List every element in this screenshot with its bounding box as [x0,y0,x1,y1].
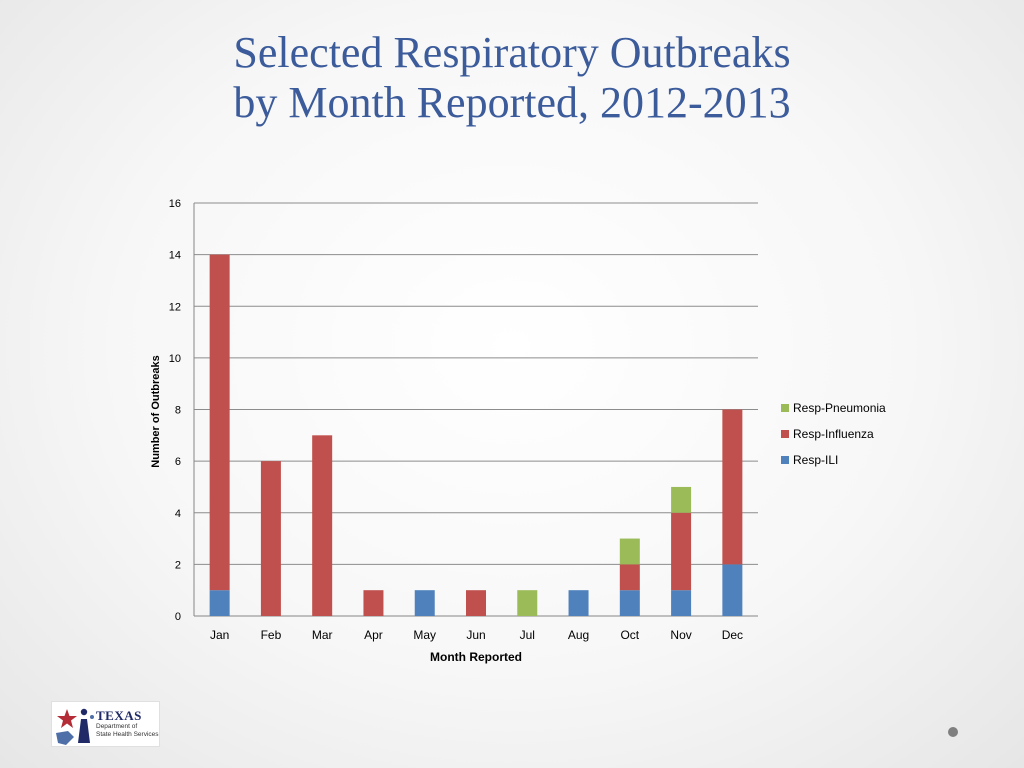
slide-title: Selected Respiratory Outbreaks by Month … [0,28,1024,128]
x-tick-label: Jul [520,628,535,642]
legend-swatch-resp-pneumonia [781,404,789,412]
bar-segment-oct-resp-influenza [619,564,640,591]
bar-segment-nov-resp-ili [671,590,692,616]
texas-dshs-logo: TEXAS Department of State Health Service… [51,701,160,747]
bar-segment-jan-resp-influenza [209,254,230,591]
bar-segment-mar-resp-influenza [312,435,333,616]
x-tick-label: Nov [670,628,691,642]
bar-segment-apr-resp-influenza [363,590,384,616]
y-axis-title: Number of Outbreaks [150,355,162,467]
bar-segment-dec-resp-ili [722,564,743,616]
x-tick-label: Oct [620,628,639,642]
y-tick-label: 0 [175,611,181,623]
x-tick-label: May [413,628,436,642]
legend-swatch-resp-influenza [781,430,789,438]
legend-label: Resp-Influenza [793,427,874,441]
bar-segment-jan-resp-ili [209,590,230,616]
bar-segment-oct-resp-pneumonia [619,538,640,565]
x-axis-title: Month Reported [430,650,522,664]
legend-label: Resp-ILI [793,453,838,467]
y-tick-label: 8 [175,405,181,417]
bar-segment-nov-resp-pneumonia [671,486,692,513]
logo-subtitle-line-1: Department of [96,723,138,730]
logo-subtitle-line-2: State Health Services [96,731,159,738]
x-tick-label: Apr [364,628,383,642]
bar-segment-jun-resp-influenza [466,590,486,616]
x-tick-label: Aug [568,628,589,642]
y-tick-label: 16 [169,198,181,210]
logo-wordmark: TEXAS [96,708,142,723]
y-tick-label: 6 [175,456,181,468]
bar-segment-nov-resp-influenza [671,512,692,591]
bar-segment-feb-resp-influenza [260,461,281,616]
x-tick-label: Dec [722,628,743,642]
bar-segment-jul-resp-pneumonia [517,590,538,616]
bar-segment-dec-resp-influenza [722,409,743,565]
x-tick-label: Jan [210,628,229,642]
bar-segment-aug-resp-ili [568,590,589,616]
logo-subtitle: Department of State Health Services [96,723,160,739]
y-tick-label: 4 [175,508,181,520]
texas-star-people-icon [56,708,94,745]
x-tick-label: Feb [261,628,282,642]
slide-title-line-1: Selected Respiratory Outbreaks [233,28,791,77]
y-tick-label: 12 [169,301,181,313]
bar-segment-oct-resp-ili [619,590,640,616]
y-tick-label: 14 [169,250,181,262]
slide-nav-dot[interactable] [948,727,958,737]
x-tick-label: Jun [466,628,485,642]
x-tick-label: Mar [312,628,333,642]
y-tick-label: 10 [169,353,181,365]
legend-swatch-resp-ili [781,456,789,464]
y-tick-label: 2 [175,559,181,571]
legend-label: Resp-Pneumonia [793,401,886,415]
bar-segment-may-resp-ili [414,590,435,616]
slide-title-line-2: by Month Reported, 2012-2013 [233,78,791,127]
